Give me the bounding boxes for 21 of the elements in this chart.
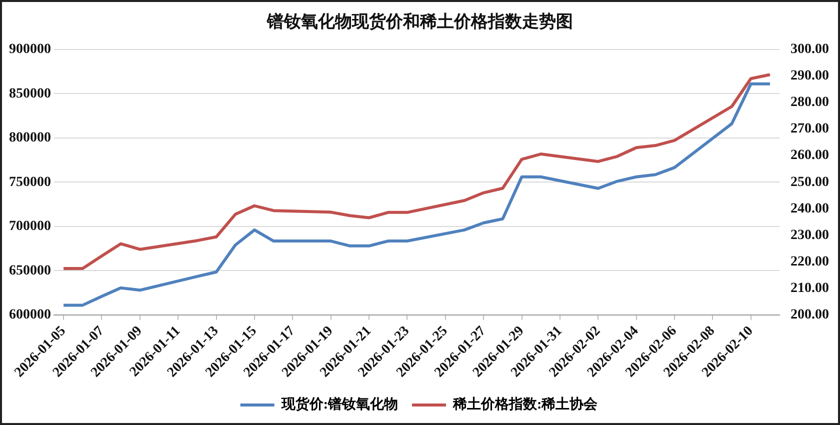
legend-label: 现货价:镨钕氧化物 xyxy=(280,396,398,413)
y2-tick-label: 210.00 xyxy=(790,280,829,296)
y-tick-label: 800000 xyxy=(9,130,51,146)
legend-label: 稀土价格指数:稀土协会 xyxy=(452,396,599,413)
y-tick-label: 600000 xyxy=(9,308,51,323)
y2-tick-label: 280.00 xyxy=(790,95,829,110)
y-tick-label: 900000 xyxy=(9,42,51,58)
y2-tick-label: 230.00 xyxy=(790,228,829,243)
y2-tick-label: 270.00 xyxy=(790,122,829,137)
y2-tick-label: 260.00 xyxy=(790,148,829,164)
chart-title: 镨钕氧化物现货价和稀土价格指数走势图 xyxy=(266,11,574,33)
y-tick-label: 750000 xyxy=(9,174,51,190)
y2-tick-label: 200.00 xyxy=(790,308,829,323)
y2-tick-label: 250.00 xyxy=(790,174,829,190)
y-tick-label: 700000 xyxy=(9,219,51,234)
y2-tick-label: 240.00 xyxy=(790,201,829,216)
y2-tick-label: 300.00 xyxy=(790,42,829,58)
y-tick-label: 850000 xyxy=(9,86,51,102)
y2-tick-label: 220.00 xyxy=(790,254,829,270)
y2-tick-label: 290.00 xyxy=(790,68,829,84)
y-tick-label: 650000 xyxy=(9,263,51,278)
